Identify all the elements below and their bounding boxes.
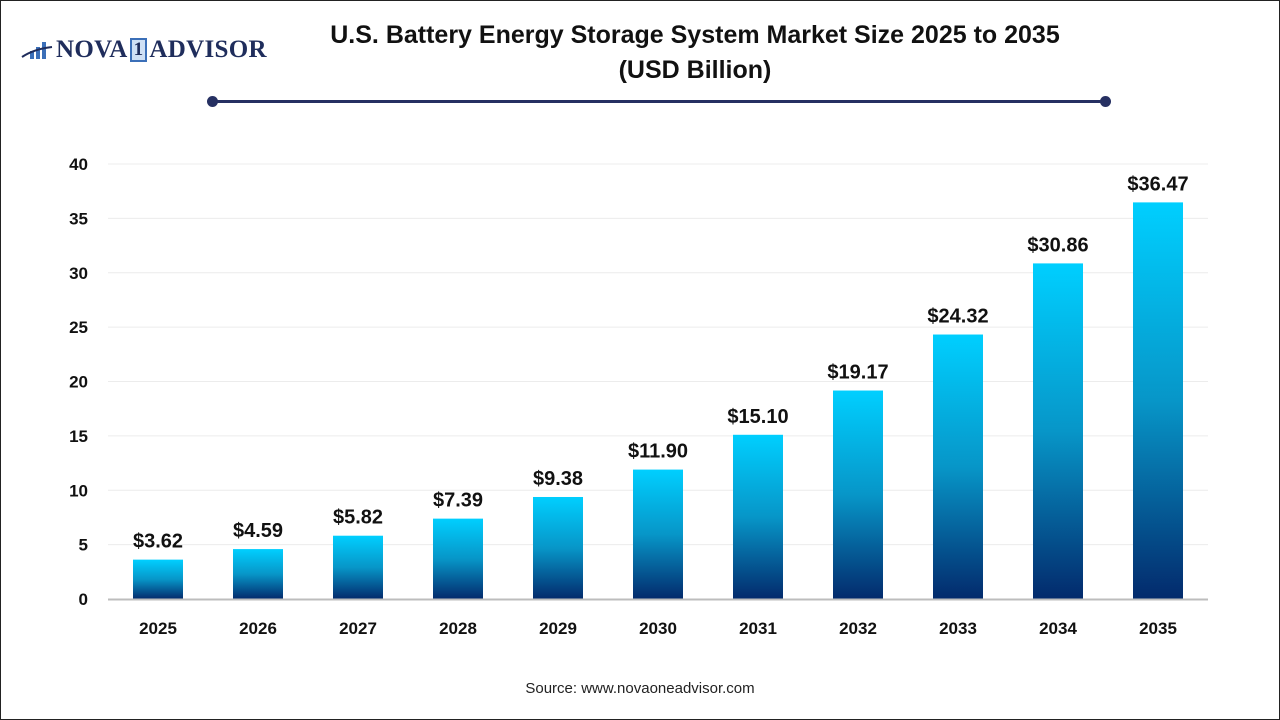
- data-label: $3.62: [133, 531, 183, 553]
- logo-bars-icon: [21, 42, 53, 59]
- data-label: $5.82: [333, 507, 383, 529]
- x-tick-label: 2026: [239, 619, 277, 638]
- logo-text-nova: NOVA: [56, 36, 128, 63]
- chart-title-main: U.S. Battery Energy Storage System Marke…: [330, 21, 1060, 49]
- chart-subtitle: (USD Billion): [618, 56, 772, 84]
- y-tick-label: 35: [69, 209, 88, 228]
- bar-2029: [533, 496, 583, 599]
- data-label: $36.47: [1127, 173, 1188, 195]
- bar-2030: [633, 469, 683, 599]
- x-tick-label: 2032: [839, 619, 877, 638]
- y-tick-label: 5: [79, 536, 88, 555]
- x-tick-label: 2035: [1139, 619, 1177, 638]
- bar-2026: [233, 549, 283, 599]
- bar-2031: [733, 434, 783, 599]
- chart-title: U.S. Battery Energy Storage System Marke…: [300, 18, 1090, 88]
- data-label: $24.32: [927, 306, 988, 328]
- x-tick-label: 2034: [1039, 619, 1077, 638]
- bar-2035: [1133, 202, 1183, 600]
- logo-text-advisor: ADVISOR: [149, 36, 267, 63]
- x-tick-label: 2031: [739, 619, 777, 638]
- data-label: $9.38: [533, 468, 583, 490]
- x-tick-label: 2028: [439, 619, 477, 638]
- y-tick-label: 30: [69, 264, 88, 283]
- bar-2028: [433, 518, 483, 599]
- title-rule-dot-right: [1100, 96, 1111, 107]
- x-tick-label: 2029: [539, 619, 577, 638]
- y-tick-label: 10: [69, 481, 88, 500]
- logo: NOVA 1 ADVISOR: [20, 36, 267, 64]
- y-tick-label: 40: [69, 155, 88, 174]
- bar-2027: [333, 535, 383, 599]
- y-tick-label: 15: [69, 427, 88, 446]
- bar-2033: [933, 334, 983, 599]
- data-label: $30.86: [1027, 234, 1088, 256]
- logo-text-one: 1: [129, 38, 148, 62]
- y-tick-label: 25: [69, 318, 88, 337]
- x-tick-label: 2027: [339, 619, 377, 638]
- bar-2034: [1033, 263, 1083, 599]
- data-label: $11.90: [628, 441, 688, 463]
- data-label: $4.59: [233, 520, 283, 542]
- data-label: $7.39: [433, 490, 483, 512]
- x-tick-label: 2030: [639, 619, 677, 638]
- x-tick-label: 2025: [139, 619, 177, 638]
- bar-2025: [133, 559, 183, 599]
- y-tick-label: 0: [79, 590, 88, 609]
- source-text: Source: www.novaoneadvisor.com: [525, 680, 755, 697]
- data-label: $15.10: [727, 406, 788, 428]
- title-rule-dot-left: [207, 96, 218, 107]
- y-tick-label: 20: [69, 373, 88, 392]
- x-tick-label: 2033: [939, 619, 977, 638]
- bar-2032: [833, 390, 883, 599]
- title-rule: [213, 100, 1106, 103]
- data-label: $19.17: [827, 362, 888, 384]
